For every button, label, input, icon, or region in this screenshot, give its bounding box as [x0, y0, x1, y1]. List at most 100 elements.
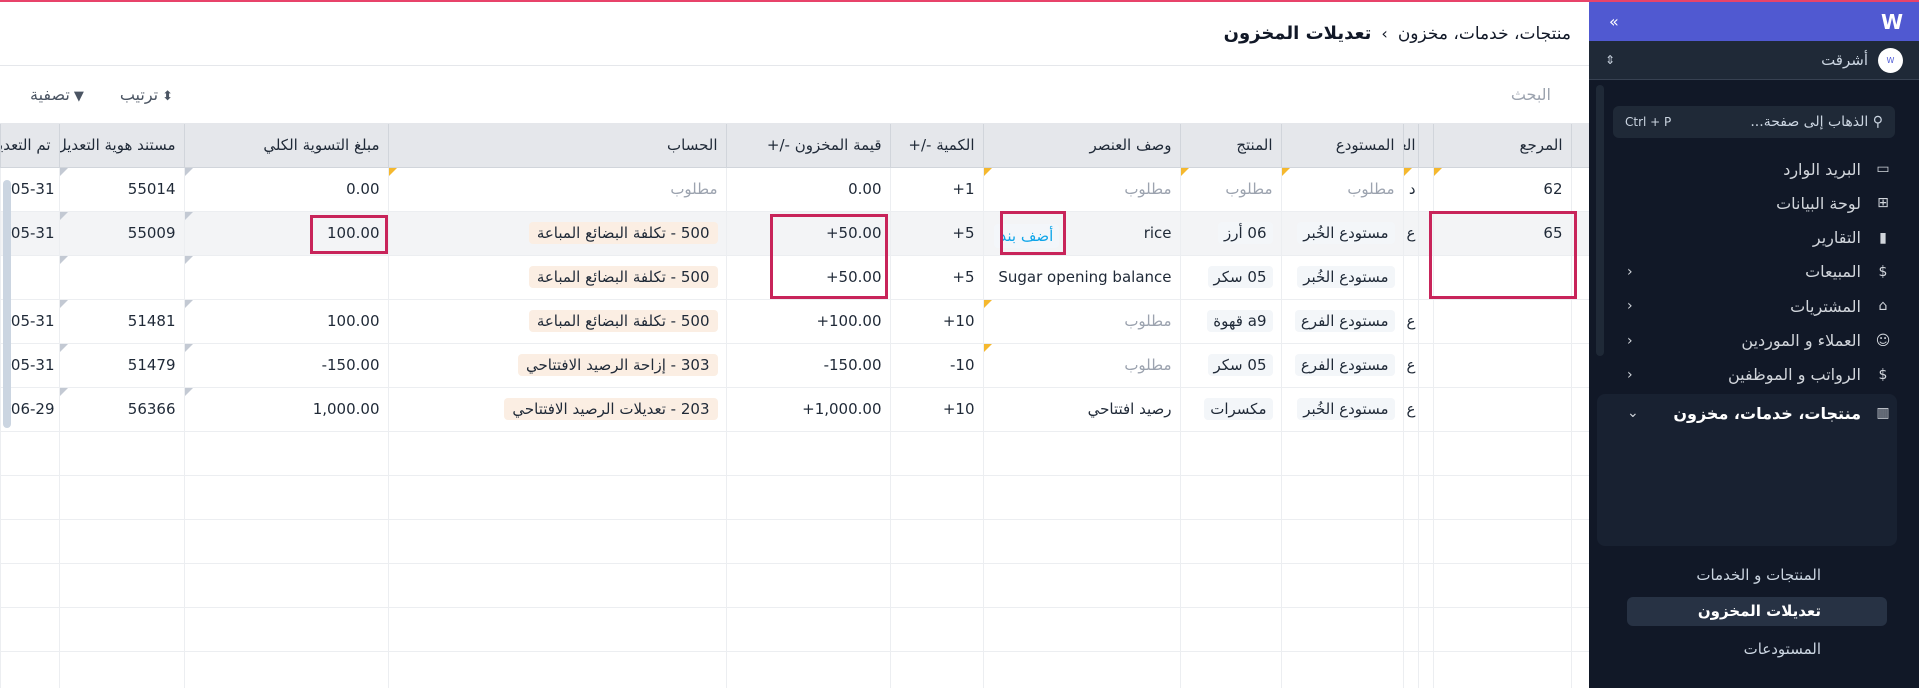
empty-cell[interactable]: [1402, 607, 1418, 652]
empty-cell[interactable]: [1570, 431, 1589, 476]
empty-cell[interactable]: [1417, 651, 1433, 688]
empty-cell[interactable]: [58, 519, 184, 564]
cell-warehouse[interactable]: مستودع الفرع: [1280, 299, 1403, 344]
column-header[interactable]: مستند هوية التعديل: [58, 124, 184, 168]
cell-ref[interactable]: 62: [1432, 167, 1571, 212]
empty-cell[interactable]: [1280, 563, 1403, 608]
empty-cell[interactable]: [387, 651, 726, 688]
table-row[interactable]: 65 ع مستودع الخُبر 06 أرز أضف بند rice +5 +50.0…: [0, 211, 1589, 256]
column-header[interactable]: المنتج: [1179, 124, 1281, 168]
cell-product[interactable]: مطلوب: [1179, 167, 1281, 212]
cell-desc[interactable]: مطلوب: [982, 167, 1180, 212]
empty-cell[interactable]: [183, 475, 388, 520]
sidebar-item[interactable]: ⊞ لوحة البيانات: [1617, 186, 1903, 220]
filter-button[interactable]: ▼تصفية: [30, 85, 84, 104]
cell-qty[interactable]: +5: [889, 211, 983, 256]
empty-cell[interactable]: [0, 475, 59, 520]
cell-total[interactable]: 1,000.00: [183, 387, 388, 432]
empty-cell[interactable]: [1402, 563, 1418, 608]
cell-desc[interactable]: Sugar opening balance: [982, 255, 1180, 300]
empty-cell[interactable]: [1179, 519, 1281, 564]
cell-product[interactable]: 05 سكر: [1179, 255, 1281, 300]
empty-cell[interactable]: [0, 651, 59, 688]
empty-cell[interactable]: [0, 519, 59, 564]
cell-product[interactable]: 05 سكر: [1179, 343, 1281, 388]
empty-cell[interactable]: [1417, 431, 1433, 476]
empty-cell[interactable]: [982, 563, 1180, 608]
empty-cell[interactable]: [889, 651, 983, 688]
empty-row[interactable]: [0, 475, 1589, 520]
empty-cell[interactable]: [725, 607, 890, 652]
cell-product[interactable]: a9 قهوة: [1179, 299, 1281, 344]
cell-account[interactable]: 500 - تكلفة البضائع المباعة: [387, 255, 726, 300]
empty-cell[interactable]: [1280, 607, 1403, 652]
table-row[interactable]: ع مستودع الخُبر مكسرات رصيد افتتاحي +10 +1,00…: [0, 387, 1589, 432]
empty-row[interactable]: [0, 563, 1589, 608]
empty-cell[interactable]: [1570, 607, 1589, 652]
empty-cell[interactable]: [58, 431, 184, 476]
empty-cell[interactable]: [982, 651, 1180, 688]
empty-cell[interactable]: [889, 607, 983, 652]
table-row[interactable]: مستودع الخُبر 05 سكر Sugar opening balance…: [0, 255, 1589, 300]
cell-value[interactable]: +1,000.00: [725, 387, 890, 432]
cell-flag[interactable]: ع: [1402, 343, 1418, 388]
cell-warehouse[interactable]: مستودع الخُبر: [1280, 211, 1403, 256]
cell-value[interactable]: +50.00: [725, 211, 890, 256]
cell-total[interactable]: [183, 255, 388, 300]
empty-cell[interactable]: [58, 475, 184, 520]
empty-cell[interactable]: [183, 651, 388, 688]
empty-cell[interactable]: [982, 431, 1180, 476]
cell-flag[interactable]: ع: [1402, 299, 1418, 344]
cell-marker[interactable]: [1417, 299, 1433, 344]
cell-doc[interactable]: 55014: [58, 167, 184, 212]
empty-cell[interactable]: [0, 563, 59, 608]
empty-cell[interactable]: [1280, 431, 1403, 476]
add-line-button[interactable]: أضف بند: [993, 224, 1060, 248]
cell-qty[interactable]: +1: [889, 167, 983, 212]
empty-cell[interactable]: [387, 431, 726, 476]
cell-warehouse[interactable]: مطلوب: [1280, 167, 1403, 212]
empty-cell[interactable]: [387, 607, 726, 652]
empty-cell[interactable]: [889, 519, 983, 564]
empty-row[interactable]: [0, 519, 1589, 564]
cell-marker[interactable]: [1417, 211, 1433, 256]
empty-cell[interactable]: [1402, 651, 1418, 688]
empty-row[interactable]: [0, 431, 1589, 476]
breadcrumb-parent[interactable]: منتجات، خدمات، مخزون: [1397, 23, 1571, 44]
empty-cell[interactable]: [387, 519, 726, 564]
cell-account[interactable]: 303 - إزاحة الرصيد الافتتاحي: [387, 343, 726, 388]
empty-cell[interactable]: [889, 563, 983, 608]
empty-cell[interactable]: [1179, 607, 1281, 652]
empty-cell[interactable]: [725, 475, 890, 520]
empty-cell[interactable]: [1179, 651, 1281, 688]
subitem-products[interactable]: المنتجات و الخدمات: [1696, 566, 1821, 584]
empty-cell[interactable]: [1179, 475, 1281, 520]
empty-cell[interactable]: [725, 431, 890, 476]
cell-ref[interactable]: 65: [1432, 211, 1571, 256]
cell-desc[interactable]: مطلوب: [982, 299, 1180, 344]
column-header[interactable]: العلامة: [1402, 124, 1418, 168]
sidebar-item[interactable]: ☺ العملاء و الموردين ‹: [1617, 324, 1903, 358]
cell-ref[interactable]: [1432, 299, 1571, 344]
cell-total[interactable]: 100.00: [183, 299, 388, 344]
cell-desc[interactable]: مطلوب: [982, 343, 1180, 388]
empty-cell[interactable]: [58, 651, 184, 688]
empty-cell[interactable]: [1280, 475, 1403, 520]
cell-marker[interactable]: [1417, 167, 1433, 212]
empty-cell[interactable]: [58, 563, 184, 608]
cell-doc[interactable]: 55009: [58, 211, 184, 256]
empty-cell[interactable]: [1402, 431, 1418, 476]
goto-page-search[interactable]: ⚲ الذهاب إلى صفحة... Ctrl + P: [1613, 106, 1895, 138]
cell-warehouse[interactable]: مستودع الخُبر: [1280, 387, 1403, 432]
empty-cell[interactable]: [1280, 519, 1403, 564]
sidebar-item[interactable]: ▥ منتجات، خدمات، مخزون ⌄: [1617, 396, 1903, 430]
cell-desc[interactable]: رصيد افتتاحي: [982, 387, 1180, 432]
cell-marker[interactable]: [1417, 255, 1433, 300]
empty-cell[interactable]: [1402, 519, 1418, 564]
empty-cell[interactable]: [725, 563, 890, 608]
empty-row[interactable]: [0, 651, 1589, 688]
cell-ref[interactable]: [1432, 387, 1571, 432]
sidebar-item[interactable]: $ الرواتب و الموظفين ‹: [1617, 358, 1903, 392]
empty-cell[interactable]: [1432, 431, 1571, 476]
subitem-warehouses[interactable]: المستودعات: [1743, 640, 1821, 658]
